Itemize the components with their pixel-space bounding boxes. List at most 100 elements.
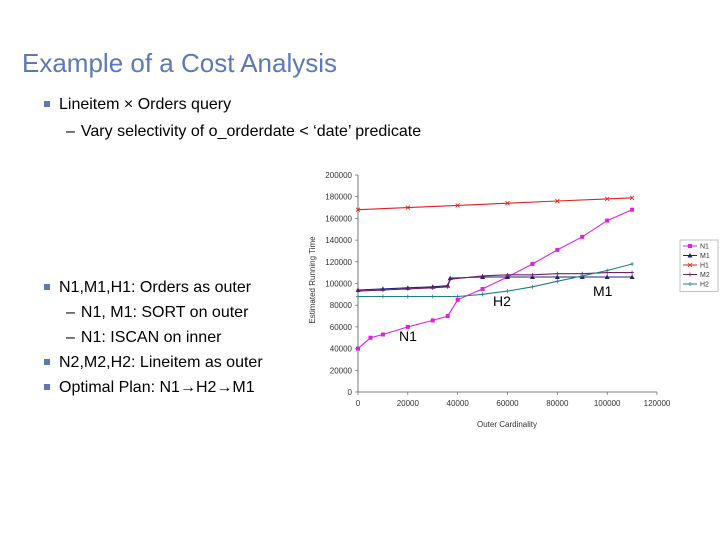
dash-marker: – [66,123,75,140]
data-point-h2 [356,294,360,299]
series-n1 [356,207,635,351]
data-point-m2 [505,272,510,277]
series-line-h2 [358,263,633,298]
bullet-iscan-inner: – N1: ISCAN on inner [66,329,221,347]
x-tick-label: 120000 [644,399,671,408]
y-tick-label: 0 [348,388,353,397]
right-arrow-icon: → [179,379,196,396]
y-tick-label: 40000 [330,345,353,354]
plan-text-start: Optimal Plan: N1 [59,379,180,396]
y-tick-label: 100000 [325,280,352,289]
data-point-m2 [555,271,560,276]
legend: N1 M1 H1 M2 H2 [679,239,719,292]
bullet-orders-outer: N1,M1,H1: Orders as outer [44,279,251,297]
series-h2 [356,261,635,299]
y-tick-label: 120000 [325,258,352,267]
data-point-n1 [405,324,410,329]
legend-label-n1: N1 [700,244,709,251]
y-axis-title-group: Estimated Running Time [308,236,317,324]
data-point-m2 [448,277,453,282]
bullet-marker [44,384,50,390]
cost-chart: Estimated Running Time Outer Cardinality… [308,171,719,429]
data-point-h2 [555,279,560,284]
data-point-m2 [480,273,485,278]
data-point-n1 [555,247,560,252]
series-line-h1 [357,197,633,211]
series-line-n1 [357,209,633,350]
bullet-text: N1: ISCAN on inner [80,329,222,346]
x-tick-label: 60000 [496,399,519,408]
legend-label-m1: M1 [700,253,710,260]
x-tick-label: 100000 [594,399,621,408]
data-point-h2 [530,284,535,289]
data-point-m1 [554,274,560,279]
data-point-m1 [604,274,610,279]
data-point-h1 [505,200,510,206]
data-point-h1 [629,195,635,201]
series-h1 [355,195,635,213]
legend-box [679,239,719,292]
data-point-n1 [605,218,610,223]
data-point-n1 [580,234,585,239]
y-tick-label: 160000 [325,214,352,223]
data-point-h2 [430,294,435,299]
right-arrow-icon: → [216,379,233,396]
data-point-n1 [455,297,460,302]
y-tick-label: 80000 [330,301,353,310]
bullet-marker [44,101,50,107]
bullet-vary-selectivity: – Vary selectivity of o_orderdate < ‘date… [66,123,421,141]
bullet-text: N1,M1,H1: Orders as outer [59,279,252,296]
data-point-m2 [445,284,450,289]
data-point-m2 [630,270,635,275]
data-point-h1 [455,203,460,208]
bullet-text: Vary selectivity of o_orderdate < ‘date’… [80,123,422,140]
x-tick-labels: 0 20000 40000 60000 80000 100000 120000 [356,399,671,408]
series-lines [355,195,635,351]
bullet-sort-outer: – N1, M1: SORT on outer [66,304,248,322]
bullet-optimal-plan: Optimal Plan: N1→H2→M1 [44,379,255,397]
legend-marker-n1 [688,244,692,248]
dash-marker: – [66,329,75,346]
data-point-n1 [368,335,373,340]
legend-label-h1: H1 [700,263,709,270]
x-tick-label: 80000 [546,399,569,408]
data-point-h2 [380,294,385,299]
x-axis-title: Outer Cardinality [477,420,537,429]
legend-label-m2: M2 [700,272,710,279]
data-point-h1 [355,207,361,213]
data-point-n1 [630,207,635,212]
data-point-m2 [530,272,535,277]
bullet-marker [44,284,50,290]
data-point-h2 [455,294,460,299]
x-tick-label: 20000 [397,399,420,408]
legend-marker-h1 [687,262,693,268]
bullet-text: N1, M1: SORT on outer [80,304,249,321]
data-point-h2 [580,273,585,278]
legend-marker-h2 [688,282,692,286]
data-point-n1 [480,286,485,291]
data-point-m2 [356,289,360,294]
bullet-text: N2,M2,H2: Lineitem as outer [59,354,263,371]
bullet-lineitem-orders: Lineitem × Orders query [44,96,231,114]
y-tick-label: 60000 [330,323,353,332]
annotation-n1: N1 [399,328,417,344]
data-point-h1 [604,196,610,202]
data-point-m2 [405,286,410,291]
axes [355,174,658,395]
data-point-h2 [405,294,410,299]
y-axis-title: Estimated Running Time [308,236,317,324]
data-point-n1 [530,261,535,266]
data-point-h2 [605,268,610,273]
y-tick-label: 20000 [330,366,353,375]
data-point-n1 [445,314,450,319]
data-point-m2 [380,288,385,293]
data-point-m1 [629,274,635,279]
annotation-h2: H2 [493,293,511,309]
bullet-marker [44,359,50,365]
bullet-lineitem-outer: N2,M2,H2: Lineitem as outer [44,354,263,372]
x-tick-label: 0 [356,399,361,408]
data-point-h2 [630,261,635,266]
y-tick-labels: 0 20000 40000 60000 80000 100000 120000 140000 1… [325,171,352,397]
plan-text-mid: H2 [195,379,217,396]
slide-title: Example of a Cost Analysis [22,48,338,78]
